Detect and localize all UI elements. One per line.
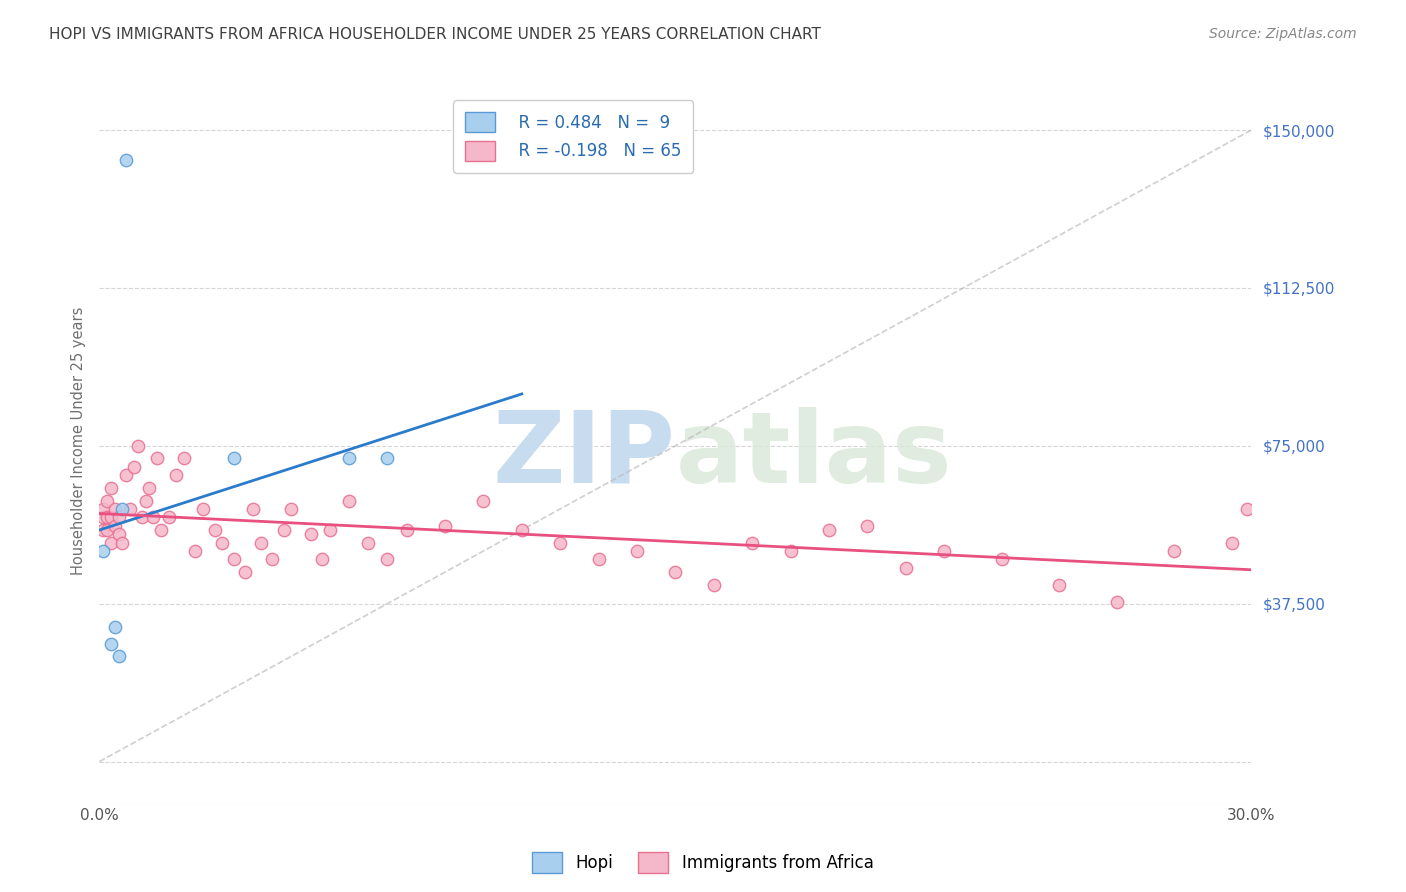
Point xyxy=(96,523,118,537)
Point xyxy=(377,552,399,566)
Point xyxy=(262,552,284,566)
Point xyxy=(100,510,122,524)
Point xyxy=(233,565,256,579)
Legend:   R = 0.484   N =  9,   R = -0.198   N = 65: R = 0.484 N = 9, R = -0.198 N = 65 xyxy=(453,100,693,173)
Point xyxy=(120,502,142,516)
Point xyxy=(107,527,129,541)
Point xyxy=(311,552,333,566)
Point xyxy=(1105,594,1128,608)
Point xyxy=(211,535,233,549)
Point xyxy=(741,535,763,549)
Point xyxy=(395,523,418,537)
Point xyxy=(357,535,380,549)
Point xyxy=(173,451,195,466)
Legend: Hopi, Immigrants from Africa: Hopi, Immigrants from Africa xyxy=(526,846,880,880)
Point xyxy=(100,535,122,549)
Point xyxy=(91,544,114,558)
Point xyxy=(1047,578,1070,592)
Point xyxy=(337,493,360,508)
Point xyxy=(433,518,456,533)
Point xyxy=(115,468,138,483)
Point xyxy=(222,552,245,566)
Point xyxy=(319,523,342,537)
Point xyxy=(100,637,122,651)
Point xyxy=(91,510,114,524)
Point xyxy=(588,552,610,566)
Point xyxy=(510,523,533,537)
Point xyxy=(100,481,122,495)
Point xyxy=(1236,502,1258,516)
Point xyxy=(115,153,138,167)
Text: atlas: atlas xyxy=(675,407,952,504)
Text: Source: ZipAtlas.com: Source: ZipAtlas.com xyxy=(1209,27,1357,41)
Point xyxy=(107,510,129,524)
Point xyxy=(894,561,917,575)
Point xyxy=(184,544,207,558)
Point xyxy=(157,510,180,524)
Point xyxy=(990,552,1012,566)
Point xyxy=(96,493,118,508)
Point xyxy=(91,523,114,537)
Point xyxy=(107,649,129,664)
Point xyxy=(91,502,114,516)
Point xyxy=(138,481,160,495)
Point xyxy=(191,502,214,516)
Point xyxy=(664,565,686,579)
Point xyxy=(932,544,955,558)
Point xyxy=(104,620,127,634)
Point xyxy=(142,510,165,524)
Point xyxy=(149,523,172,537)
Point xyxy=(1220,535,1243,549)
Point xyxy=(377,451,399,466)
Point xyxy=(1163,544,1185,558)
Point xyxy=(111,502,134,516)
Point xyxy=(280,502,302,516)
Point xyxy=(626,544,648,558)
Point xyxy=(273,523,295,537)
Point xyxy=(249,535,271,549)
Point xyxy=(165,468,187,483)
Point xyxy=(703,578,725,592)
Point xyxy=(146,451,169,466)
Point xyxy=(127,439,149,453)
Point xyxy=(818,523,841,537)
Point xyxy=(472,493,495,508)
Point xyxy=(131,510,153,524)
Point xyxy=(96,510,118,524)
Point xyxy=(299,527,322,541)
Point xyxy=(111,535,134,549)
Point xyxy=(856,518,879,533)
Point xyxy=(122,459,145,474)
Point xyxy=(104,502,127,516)
Point xyxy=(134,493,156,508)
Point xyxy=(337,451,360,466)
Point xyxy=(222,451,245,466)
Point xyxy=(779,544,801,558)
Point xyxy=(242,502,264,516)
Point xyxy=(548,535,571,549)
Point xyxy=(104,518,127,533)
Point xyxy=(204,523,226,537)
Y-axis label: Householder Income Under 25 years: Householder Income Under 25 years xyxy=(72,306,86,574)
Text: ZIP: ZIP xyxy=(492,407,675,504)
Text: HOPI VS IMMIGRANTS FROM AFRICA HOUSEHOLDER INCOME UNDER 25 YEARS CORRELATION CHA: HOPI VS IMMIGRANTS FROM AFRICA HOUSEHOLD… xyxy=(49,27,821,42)
